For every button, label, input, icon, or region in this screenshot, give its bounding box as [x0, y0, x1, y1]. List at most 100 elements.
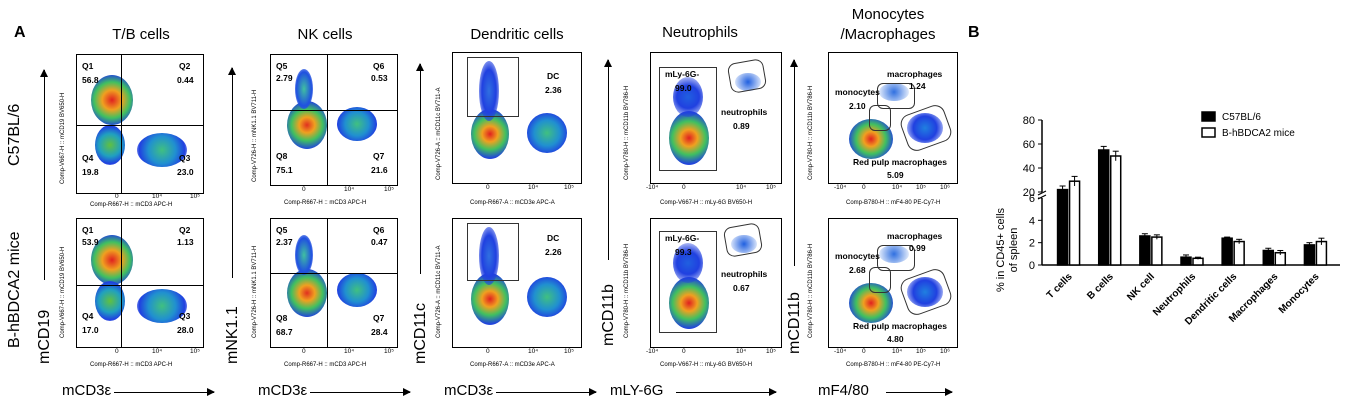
tick-neutrophils-top-e4: 10⁴: [736, 184, 747, 191]
y-marker-dc: mCD11c: [412, 302, 429, 364]
panel-letter-b: B: [968, 24, 980, 41]
axis-title-mono-bottom-x: Comp-B780-H :: mF4-80 PE-Cy7-H: [846, 362, 941, 368]
x-arrow-neu: [676, 388, 777, 396]
axis-title-nk-bottom-y: Comp-V726-H :: mNK1.1 BV711-H: [252, 245, 258, 338]
x-category-label: T cells: [1045, 271, 1075, 301]
legend-swatch: [1201, 127, 1216, 138]
legend-label: C57BL/6: [1222, 112, 1261, 123]
x-marker-nk: mCD3ε: [258, 382, 308, 399]
flow-plot-mono-bottom: macrophages 0.99 monocytes 2.68 Red pulp…: [828, 218, 958, 348]
gate-monocytes-value: 2.10: [849, 101, 866, 111]
flow-plot-tb-top: Q1 56.8 Q2 0.44 Q3 23.0 Q4 19.8: [76, 54, 204, 194]
tick-neutrophils-top-0: 0: [682, 184, 686, 191]
tick-neutrophils-top-e5: 10⁵: [766, 184, 776, 191]
gate-q1-value: 53.9: [82, 237, 99, 247]
gate-q2-value: 0.44: [177, 75, 194, 85]
axis-title-dc-top-x: Comp-R667-A :: mCD3e APC-A: [470, 200, 555, 206]
tick-dc-top-0: 0: [486, 184, 490, 191]
panel-letter-a: A: [14, 24, 26, 41]
flow-plot-neutrophils-bottom: mLy-6G- 99.3 neutrophils 0.67: [650, 218, 782, 348]
tick-tb-top-e4: 10⁴: [152, 193, 163, 200]
column-title-dc: Dendritic cells: [470, 26, 564, 43]
column-title-neutrophils: Neutrophils: [662, 24, 738, 41]
tick-dc-bottom-e4: 10⁴: [528, 348, 539, 355]
tick-mono-top-neg4: -10⁴: [834, 184, 847, 191]
tick-nk-bottom-0: 0: [302, 348, 306, 355]
gate-q5-value: 2.79: [276, 73, 293, 83]
tick-neutrophils-bottom-0: 0: [682, 348, 686, 355]
tick-neutrophils-bottom-e5: 10⁵: [766, 348, 776, 355]
row-label-c57: C57BL/6: [6, 103, 23, 166]
y-arrow-dc: [416, 63, 424, 274]
bar-c57bl6: [1097, 149, 1110, 266]
flow-plot-nk-bottom: Q5 2.37 Q6 0.47 Q7 28.4 Q8 68.7: [270, 218, 398, 348]
tick-mono-bottom-e4: 10⁴: [892, 348, 903, 355]
axis-break-mark: [1037, 190, 1047, 196]
x-marker-mono: mF4/80: [818, 382, 869, 399]
gate-q4-label: Q4: [82, 153, 94, 163]
y-tick-label: 40: [1023, 163, 1035, 175]
x-arrow-nk: [310, 388, 411, 396]
x-marker-dc: mCD3ε: [444, 382, 494, 399]
gate-ly6g-neg-value: 99.3: [675, 247, 692, 257]
axis-title-mono-bottom-y: Comp-V780-H :: mCD11b BV786-H: [808, 243, 814, 338]
gate-macrophages-value: 1.24: [909, 81, 926, 91]
y-marker-nk: mNK1.1: [224, 306, 241, 364]
bar-chart: % in CD45+ cells of spleen 024620406080 …: [995, 111, 1340, 327]
bar-c57bl6: [1221, 237, 1233, 266]
y-marker-mono: mCD11b: [786, 292, 803, 354]
gate-neutrophils-value: 0.89: [733, 121, 750, 131]
tick-nk-top-0: 0: [302, 186, 306, 193]
bar-c57bl6: [1056, 188, 1069, 266]
bar-hbdca2: [1068, 180, 1081, 266]
y-tick-label: 80: [1023, 115, 1035, 127]
tick-nk-bottom-e4: 10⁴: [344, 348, 355, 355]
bar-hbdca2: [1233, 240, 1245, 266]
bar-hbdca2: [1315, 240, 1328, 266]
gate-q6-value: 0.47: [371, 237, 388, 247]
chart-ylabel-line2: of spleen: [1008, 228, 1020, 273]
legend-swatch: [1201, 111, 1216, 122]
gate-q8-value: 75.1: [276, 165, 293, 175]
y-tick-label: 4: [1029, 215, 1035, 227]
y-marker-neu: mCD11b: [600, 284, 617, 346]
gate-q2-label: Q2: [179, 61, 191, 71]
gate-dc-value: 2.26: [545, 247, 562, 257]
axis-title-tb-bottom-x: Comp-R667-H :: mCD3 APC-H: [90, 362, 173, 368]
axis-title-dc-top-y: Comp-V726-A :: mCD11c BV711-A: [436, 87, 442, 180]
gate-neutrophils-label: neutrophils: [721, 107, 768, 117]
gate-q1-label: Q1: [82, 225, 94, 235]
y-tick-label: 2: [1029, 238, 1035, 250]
gate-ly6g-neg-label: mLy-6G-: [665, 69, 700, 79]
x-category-label: NK cell: [1125, 271, 1157, 303]
gate-rpm-label: Red pulp macrophages: [853, 321, 947, 331]
x-arrow-tb: [114, 388, 215, 396]
gate-q3-value: 23.0: [177, 167, 194, 177]
flow-plot-nk-top: Q5 2.79 Q6 0.53 Q7 21.6 Q8 75.1: [270, 54, 398, 186]
tick-tb-top-0: 0: [115, 193, 119, 200]
tick-mono-top-0: 0: [862, 184, 866, 191]
gate-q8-label: Q8: [276, 151, 288, 161]
gate-q7-label: Q7: [373, 151, 385, 161]
y-arrow-nk: [228, 67, 236, 278]
gate-macrophages-value: 0.99: [909, 243, 926, 253]
gate-rpm-label: Red pulp macrophages: [853, 157, 947, 167]
flow-plot-neutrophils-top: mLy-6G- 99.0 neutrophils 0.89: [650, 52, 782, 184]
gate-q5-label: Q5: [276, 61, 288, 71]
tick-neutrophils-bottom-e4: 10⁴: [736, 348, 747, 355]
gate-ly6g-neg-label: mLy-6G-: [665, 233, 700, 243]
axis-title-mono-top-x: Comp-B780-H :: mF4-80 PE-Cy7-H: [846, 200, 941, 206]
tick-tb-bottom-0: 0: [115, 348, 119, 355]
tick-nk-top-e4: 10⁴: [344, 186, 355, 193]
tick-tb-bottom-e4: 10⁴: [152, 348, 163, 355]
gate-ly6g-neg-value: 99.0: [675, 83, 692, 93]
y-tick-label: 0: [1029, 260, 1035, 272]
gate-q4-value: 17.0: [82, 325, 99, 335]
gate-q3-value: 28.0: [177, 325, 194, 335]
gate-q5-value: 2.37: [276, 237, 293, 247]
x-category-label: B cells: [1085, 271, 1116, 302]
gate-dc-value: 2.36: [545, 85, 562, 95]
gate-q1-value: 56.8: [82, 75, 99, 85]
tick-nk-top-e5: 10⁵: [384, 186, 394, 193]
x-category-label: Monocytes: [1277, 271, 1322, 316]
